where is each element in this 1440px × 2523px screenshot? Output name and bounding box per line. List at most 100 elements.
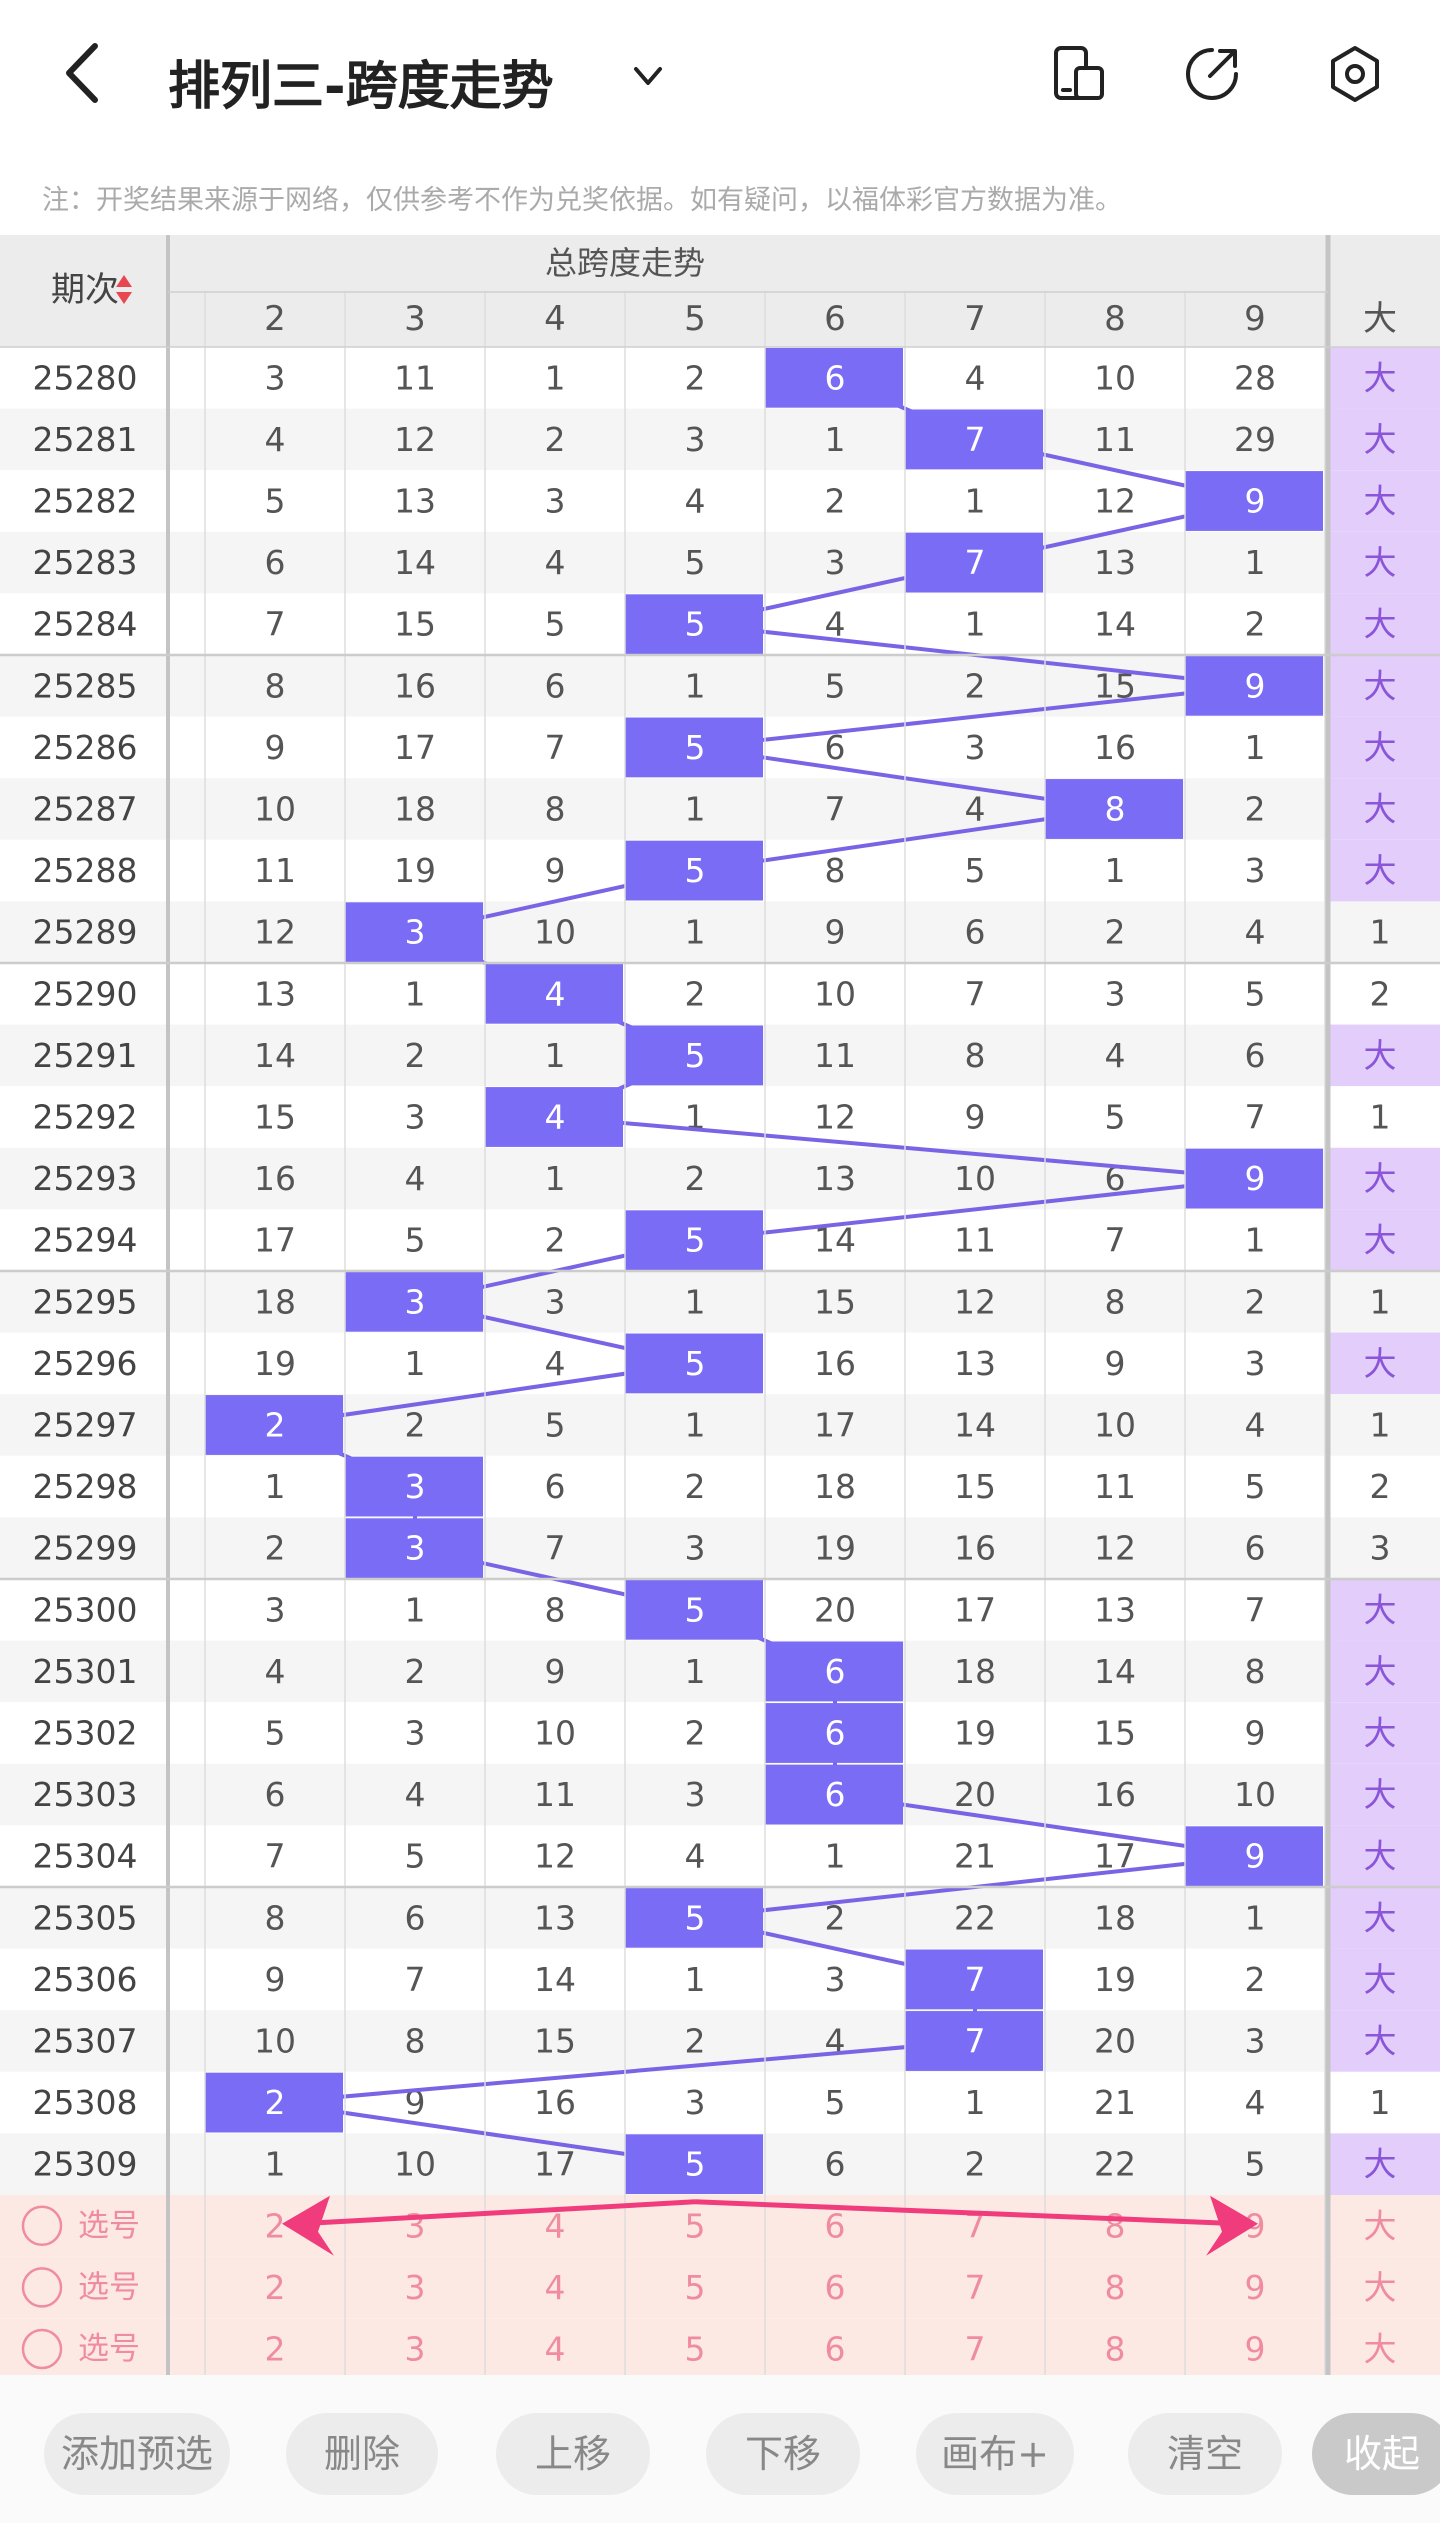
select-label: 选号 (78, 2331, 140, 2367)
period-cell: 25308 (33, 2083, 138, 2122)
miss-cell: 11 (954, 1221, 996, 1260)
hit-cell-value: 3 (405, 913, 426, 952)
toolbar-button-2[interactable]: 上移 (496, 2413, 650, 2495)
select-number[interactable]: 8 (1105, 2206, 1126, 2245)
trend-table: 期次总跨度走势23456789大2528031112641028大2528141… (0, 235, 1440, 2380)
select-number[interactable]: 4 (545, 2330, 566, 2369)
hit-cell-value: 6 (825, 1714, 846, 1753)
select-number[interactable]: 7 (965, 2268, 986, 2307)
select-number[interactable]: 2 (265, 2206, 286, 2245)
miss-cell: 1 (685, 790, 706, 829)
select-number[interactable]: 9 (1245, 2268, 1266, 2307)
miss-cell: 5 (1245, 1467, 1266, 1506)
select-number[interactable]: 6 (825, 2206, 846, 2245)
settings-icon[interactable] (1325, 44, 1385, 104)
select-number[interactable]: 5 (685, 2330, 706, 2369)
miss-cell: 5 (545, 1406, 566, 1445)
hit-cell-box (905, 532, 1043, 593)
toolbar-button-5[interactable]: 清空 (1128, 2413, 1282, 2495)
miss-cell: 1 (1245, 1221, 1266, 1260)
select-number[interactable]: 8 (1105, 2268, 1126, 2307)
miss-cell: 8 (965, 1036, 986, 1075)
miss-cell: 3 (1245, 851, 1266, 890)
miss-cell: 1 (405, 1590, 426, 1629)
miss-cell: 16 (254, 1159, 296, 1198)
miss-cell: 22 (1094, 2145, 1136, 2184)
miss-cell: 2 (965, 2145, 986, 2184)
select-number[interactable]: 5 (685, 2206, 706, 2245)
column-header-3: 3 (404, 299, 426, 339)
select-number[interactable]: 7 (965, 2330, 986, 2369)
select-number[interactable]: 2 (265, 2330, 286, 2369)
miss-cell: 16 (1094, 728, 1136, 767)
sort-down-icon[interactable] (116, 292, 132, 304)
toolbar-button-6[interactable]: 收起 (1312, 2413, 1440, 2495)
miss-cell: 4 (1245, 1406, 1266, 1445)
extra-cell: 大 (1364, 1036, 1397, 1075)
select-radio-icon[interactable] (21, 2205, 63, 2247)
miss-cell: 18 (1094, 1898, 1136, 1937)
select-number[interactable]: 3 (405, 2268, 426, 2307)
hit-cell-box (765, 1764, 903, 1825)
hit-cell-box (625, 840, 763, 901)
chevron-down-icon[interactable] (628, 56, 668, 96)
miss-cell: 19 (954, 1714, 996, 1753)
miss-cell: 2 (825, 1898, 846, 1937)
back-icon[interactable] (55, 38, 115, 108)
miss-cell: 16 (814, 1344, 856, 1383)
miss-cell: 17 (814, 1406, 856, 1445)
hit-cell-value: 5 (685, 728, 706, 767)
disclaimer-note: 注：开奖结果来源于网络，仅供参考不作为兑奖依据。如有疑问，以福体彩官方数据为准。 (42, 185, 1122, 216)
toolbar-button-1[interactable]: 删除 (286, 2413, 438, 2495)
extra-cell: 大 (1364, 1960, 1397, 1999)
miss-cell: 5 (825, 2083, 846, 2122)
toolbar-button-4[interactable]: 画布+ (916, 2413, 1074, 2495)
select-radio-icon[interactable] (21, 2267, 63, 2308)
select-extra[interactable]: 大 (1364, 2206, 1397, 2245)
period-cell: 25302 (33, 1714, 138, 1753)
select-number[interactable]: 3 (405, 2206, 426, 2245)
miss-cell: 3 (965, 728, 986, 767)
extra-cell: 大 (1364, 2145, 1397, 2184)
share-icon[interactable] (1182, 44, 1242, 104)
page-title[interactable]: 排列三-跨度走势 (168, 57, 554, 117)
select-extra[interactable]: 大 (1364, 2330, 1397, 2369)
toolbar-button-0[interactable]: 添加预选 (44, 2413, 230, 2495)
miss-cell: 5 (405, 1837, 426, 1876)
select-number[interactable]: 7 (965, 2206, 986, 2245)
select-extra[interactable]: 大 (1364, 2268, 1397, 2307)
table-row (0, 1702, 1440, 1764)
hit-cell-value: 5 (685, 1344, 706, 1383)
miss-cell: 10 (254, 2022, 296, 2061)
select-number[interactable]: 4 (545, 2206, 566, 2245)
select-number[interactable]: 2 (265, 2268, 286, 2307)
period-cell: 25297 (33, 1406, 138, 1445)
select-number[interactable]: 9 (1245, 2206, 1266, 2245)
select-number[interactable]: 9 (1245, 2330, 1266, 2369)
hit-cell-value: 9 (1245, 482, 1266, 521)
miss-cell: 14 (394, 543, 436, 582)
hit-cell-value: 3 (405, 1467, 426, 1506)
table-row (0, 531, 1440, 594)
hit-cell-value: 3 (405, 1282, 426, 1321)
table-row (0, 347, 1440, 409)
device-icon[interactable] (1050, 44, 1110, 104)
select-number[interactable]: 6 (825, 2268, 846, 2307)
select-number[interactable]: 3 (405, 2330, 426, 2369)
miss-cell: 13 (814, 1159, 856, 1198)
extra-cell-bg (1330, 1640, 1440, 1703)
period-cell: 25285 (33, 666, 138, 705)
select-number[interactable]: 8 (1105, 2330, 1126, 2369)
sort-up-icon[interactable] (116, 275, 132, 287)
miss-cell: 6 (545, 666, 566, 705)
select-number[interactable]: 5 (685, 2268, 706, 2307)
select-number[interactable]: 4 (545, 2268, 566, 2307)
miss-cell: 7 (1245, 1590, 1266, 1629)
miss-cell: 3 (685, 1775, 706, 1814)
toolbar-button-3[interactable]: 下移 (706, 2413, 860, 2495)
select-radio-icon[interactable] (21, 2328, 63, 2370)
hit-cell-box (625, 1580, 763, 1640)
extra-cell-bg (1330, 1209, 1440, 1271)
extra-cell-bg (1330, 531, 1440, 594)
select-number[interactable]: 6 (825, 2330, 846, 2369)
